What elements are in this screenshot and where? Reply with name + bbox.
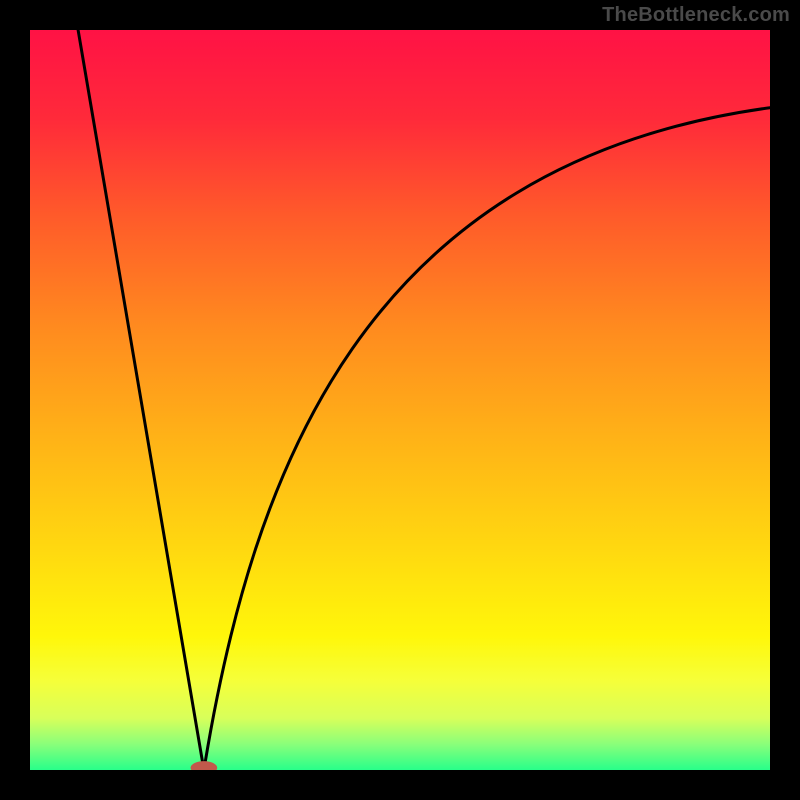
chart-frame: TheBottleneck.com [0,0,800,800]
bottleneck-curve-chart [30,30,770,770]
attribution-label: TheBottleneck.com [602,4,790,27]
plot-area [30,30,770,770]
